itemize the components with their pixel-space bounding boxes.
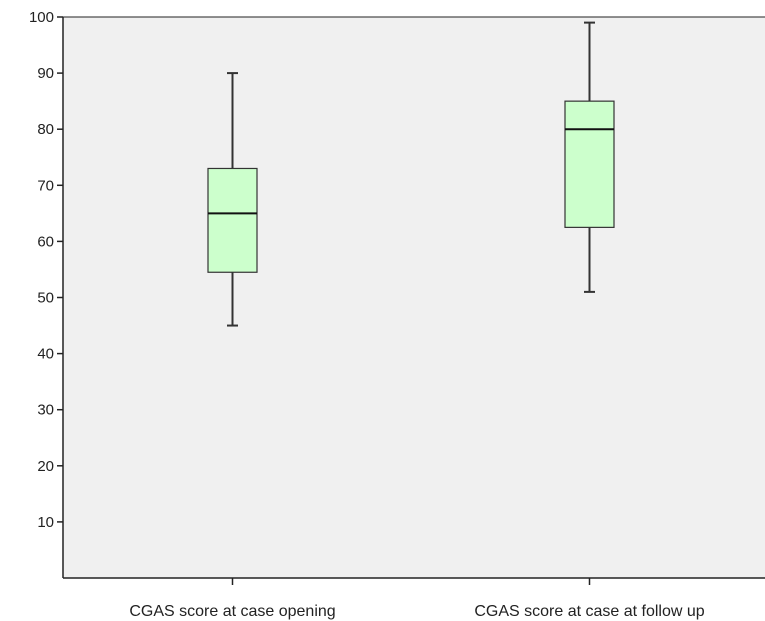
y-tick-label: 20: [37, 458, 54, 475]
boxes-group: [207, 21, 615, 327]
plot-area: [63, 17, 765, 578]
y-tick-label: 100: [29, 9, 54, 26]
y-tick-label: 40: [37, 346, 54, 363]
y-tick-label: 90: [37, 65, 54, 82]
iqr-box: [564, 100, 615, 228]
y-tick-label: 60: [37, 233, 54, 250]
x-category-label: CGAS score at case at follow up: [474, 603, 704, 620]
y-tick-label: 80: [37, 121, 54, 138]
y-tick-label: 30: [37, 402, 54, 419]
iqr-box: [207, 167, 258, 273]
y-axis: 10 20 30 40 50 60 70 80 90 100: [29, 9, 765, 578]
box-1: [207, 72, 258, 327]
x-category-label: CGAS score at case opening: [129, 603, 335, 620]
y-tick-label: 70: [37, 177, 54, 194]
x-axis: CGAS score at case opening CGAS score at …: [63, 577, 765, 620]
y-tick-label: 10: [37, 514, 54, 531]
box-2: [564, 21, 615, 293]
y-tick-label: 50: [37, 290, 54, 307]
